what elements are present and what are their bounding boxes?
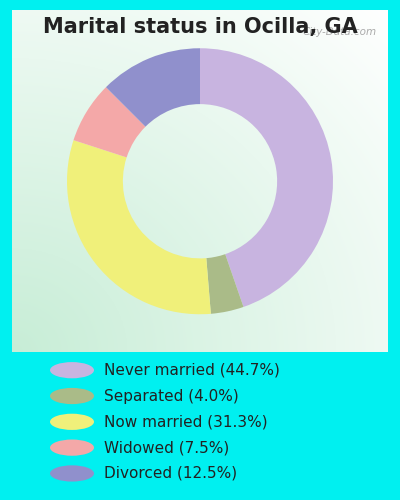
Wedge shape: [200, 48, 333, 307]
Circle shape: [50, 362, 94, 378]
Text: Widowed (7.5%): Widowed (7.5%): [104, 440, 229, 455]
Text: Separated (4.0%): Separated (4.0%): [104, 388, 239, 404]
Wedge shape: [67, 140, 211, 314]
Circle shape: [50, 388, 94, 404]
Text: Divorced (12.5%): Divorced (12.5%): [104, 466, 237, 481]
Text: City-Data.com: City-Data.com: [302, 27, 377, 37]
Text: Never married (44.7%): Never married (44.7%): [104, 362, 280, 378]
Text: Now married (31.3%): Now married (31.3%): [104, 414, 268, 430]
Wedge shape: [106, 48, 200, 126]
Circle shape: [50, 414, 94, 430]
Circle shape: [50, 466, 94, 481]
Wedge shape: [74, 87, 146, 158]
Wedge shape: [206, 254, 244, 314]
Text: Marital status in Ocilla, GA: Marital status in Ocilla, GA: [43, 18, 357, 38]
Circle shape: [50, 440, 94, 456]
